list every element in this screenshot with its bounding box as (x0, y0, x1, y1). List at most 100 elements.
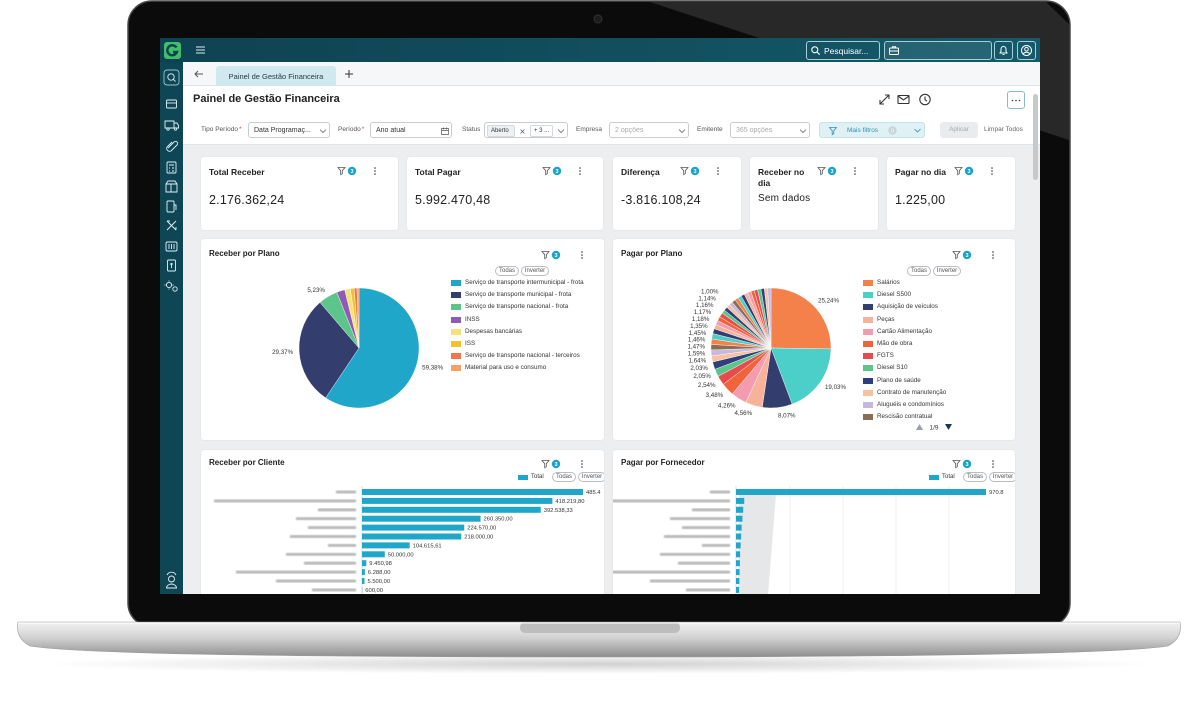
menu-dot[interactable] (991, 170, 993, 172)
clear-all-button[interactable]: Limpar Todos (984, 126, 1023, 133)
slice-label: 1,17% (694, 309, 712, 316)
workspace-button[interactable] (884, 41, 992, 60)
filter-select[interactable]: Aberto + 3 ... (484, 122, 568, 138)
category-name-hidden (692, 508, 730, 512)
menu-dot[interactable] (991, 173, 993, 175)
toggle-button[interactable]: Inverter (578, 472, 604, 482)
filter-select[interactable]: 365 opções (730, 122, 810, 138)
menu-dot[interactable] (992, 466, 994, 468)
toggle-button[interactable]: Todas (907, 266, 931, 276)
bar (362, 533, 462, 540)
search-icon (811, 46, 820, 55)
filter-icon[interactable] (952, 460, 961, 469)
legend-pager[interactable]: 1/9 (916, 423, 956, 433)
legend-label: Serviço de transporte intermunicipal - f… (465, 279, 584, 286)
menu-dot[interactable] (854, 173, 856, 175)
menu-dot[interactable] (579, 167, 581, 169)
tab[interactable]: Painel de Gestão Financeira (216, 66, 336, 86)
search-box[interactable]: Pesquisar... (806, 41, 880, 60)
bar (736, 506, 744, 513)
menu-dot[interactable] (579, 173, 581, 175)
bar-label: 50.000,00 (388, 552, 414, 558)
more-filters-count: 0 (888, 126, 897, 135)
filter-icon[interactable] (337, 167, 346, 176)
menu-dot[interactable] (854, 167, 856, 169)
toggle-button[interactable]: Todas (495, 266, 519, 276)
menu-dot[interactable] (581, 254, 583, 256)
chevron-glyph (799, 129, 807, 134)
count-bubble (888, 126, 897, 135)
menu-dot[interactable] (581, 251, 583, 253)
more-filters-chevron (914, 128, 921, 133)
legend-label: Diesel S500 (877, 291, 911, 299)
legend-swatch (863, 365, 873, 372)
badge-count: 3 (555, 169, 558, 175)
pie-slice (325, 287, 420, 409)
legend-label: Total (531, 473, 544, 480)
filter-icon[interactable] (541, 460, 550, 469)
filter-icon[interactable] (817, 167, 826, 176)
more-options[interactable] (1007, 91, 1025, 109)
filter-icon[interactable] (828, 126, 838, 135)
chip-close-icon[interactable] (520, 129, 525, 134)
back-arrow[interactable] (194, 70, 204, 78)
filter-icon[interactable] (541, 251, 550, 260)
logo[interactable] (164, 42, 181, 59)
toggle-button[interactable]: Inverter (933, 266, 961, 276)
menu-dot[interactable] (579, 170, 581, 172)
menu-dot[interactable] (992, 251, 994, 253)
more-filters-button[interactable]: Mais filtros 0 (819, 122, 925, 138)
menu-dot[interactable] (992, 460, 994, 462)
menu-dot[interactable] (581, 257, 583, 259)
legend-label: Salários (877, 279, 900, 286)
menu-dot[interactable] (374, 167, 376, 169)
bar (362, 524, 465, 531)
filter-extra[interactable]: + 3 ... (530, 125, 554, 137)
pie-chart: 59,38% 29,37% 5,23% (272, 287, 444, 409)
menu-dot[interactable] (581, 460, 583, 462)
slice-label: 1,14% (698, 295, 716, 302)
menu-dot[interactable] (581, 466, 583, 468)
menu-dot[interactable] (717, 173, 719, 175)
menu-dot[interactable] (854, 170, 856, 172)
menu-icon[interactable] (196, 46, 205, 54)
pager-prev[interactable] (916, 424, 923, 430)
filter-icon[interactable] (542, 167, 551, 176)
header-actions[interactable] (878, 93, 938, 106)
toggle-button[interactable]: Inverter (989, 472, 1015, 482)
bar-label: 218.000,00 (464, 535, 493, 541)
menu-dot[interactable] (717, 170, 719, 172)
menu-dot[interactable] (992, 463, 994, 465)
menu-dot[interactable] (992, 254, 994, 256)
menu-dot[interactable] (991, 167, 993, 169)
new-tab[interactable] (345, 70, 353, 78)
filter-icon[interactable] (952, 251, 961, 260)
legend-swatch (518, 475, 528, 480)
toggle-button[interactable]: Inverter (521, 266, 549, 276)
pager-next[interactable] (945, 424, 952, 430)
filter-chip[interactable]: Aberto (487, 125, 525, 137)
menu-dot[interactable] (374, 173, 376, 175)
apply-button[interactable]: Aplicar (940, 122, 978, 138)
menu-dot[interactable] (374, 170, 376, 172)
toggle-button[interactable]: Todas (552, 472, 576, 482)
user-button[interactable] (1017, 41, 1036, 60)
slice-label: 2,05% (693, 373, 711, 380)
chevron-icon (557, 129, 565, 134)
filter-icon[interactable] (954, 167, 963, 176)
kpi-title: Total Receber (209, 167, 265, 177)
scrollbar[interactable] (1033, 94, 1038, 180)
menu-dot[interactable] (992, 257, 994, 259)
filter-select[interactable]: Data Programaç... (248, 122, 330, 138)
badge (827, 166, 837, 176)
menu-dot[interactable] (581, 463, 583, 465)
notifications-button[interactable] (994, 41, 1013, 60)
filter-icon[interactable] (680, 167, 689, 176)
category-name-hidden (312, 588, 356, 592)
pie-slice (770, 347, 832, 405)
filter-select[interactable]: 2 opções (609, 122, 689, 138)
menu-dot[interactable] (717, 167, 719, 169)
filter-select[interactable]: Ano atual (370, 122, 452, 138)
toggle-button[interactable]: Todas (963, 472, 987, 482)
